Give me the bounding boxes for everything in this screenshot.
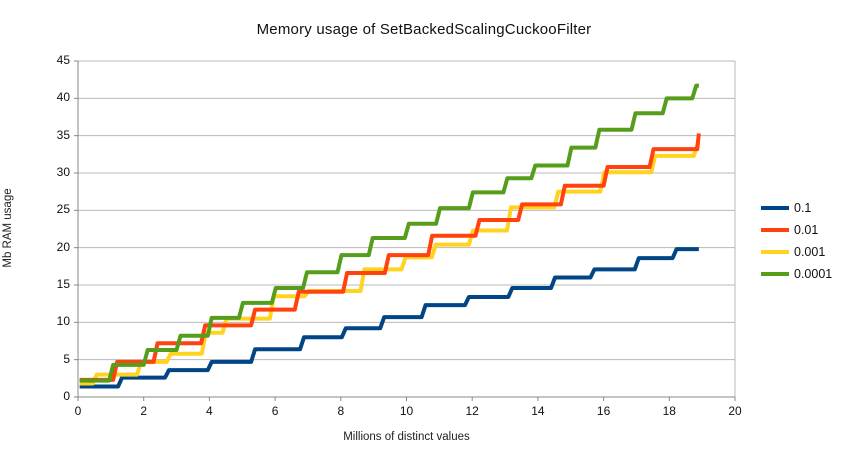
series-line-0.1 xyxy=(79,247,699,389)
series-line-0.01 xyxy=(79,133,701,382)
legend-label: 0.0001 xyxy=(794,267,833,281)
legend-label: 0.01 xyxy=(794,223,819,237)
x-tick-label-6: 6 xyxy=(271,404,279,418)
legend-label: 0.001 xyxy=(794,245,826,259)
y-tick-label-20: 20 xyxy=(56,239,70,254)
y-axis-title: Mb RAM usage xyxy=(2,188,14,268)
y-tick-label-30: 30 xyxy=(56,165,70,179)
series-line-0.0001 xyxy=(79,83,699,383)
legend-swatch-icon xyxy=(761,272,789,276)
legend-swatch-icon xyxy=(761,250,789,254)
x-tick-label-2: 2 xyxy=(140,404,148,418)
x-tick-label-10: 10 xyxy=(399,404,414,418)
x-axis-title: Millions of distinct values xyxy=(343,431,470,443)
legend-item-0.01: 0.01 xyxy=(761,219,832,241)
x-tick-label-18: 18 xyxy=(662,404,676,418)
series-line-0.001 xyxy=(79,141,700,386)
x-tick-label-14: 14 xyxy=(531,404,545,418)
legend-swatch-icon xyxy=(761,228,789,232)
x-tick-label-16: 16 xyxy=(596,404,611,418)
legend-swatch-icon xyxy=(761,206,789,210)
x-tick-label-20: 20 xyxy=(728,404,742,418)
x-tick-label-0: 0 xyxy=(74,404,82,418)
y-tick-label-25: 25 xyxy=(56,202,70,217)
x-tick-label-8: 8 xyxy=(337,404,345,418)
y-tick-label-15: 15 xyxy=(56,277,70,291)
y-tick-label-0: 0 xyxy=(63,389,70,403)
legend-item-0.1: 0.1 xyxy=(761,197,832,219)
legend-item-0.0001: 0.0001 xyxy=(761,263,832,285)
y-tick-label-5: 5 xyxy=(63,351,70,366)
x-tick-label-12: 12 xyxy=(465,404,479,418)
y-tick-label-10: 10 xyxy=(56,314,70,329)
legend: 0.1 0.01 0.001 0.0001 xyxy=(761,197,832,285)
legend-label: 0.1 xyxy=(794,201,812,215)
y-tick-label-45: 45 xyxy=(56,53,70,67)
y-tick-label-35: 35 xyxy=(56,127,70,142)
y-tick-label-40: 40 xyxy=(56,90,70,105)
x-tick-label-4: 4 xyxy=(206,404,213,418)
chart-title: Memory usage of SetBackedScalingCuckooFi… xyxy=(256,21,592,38)
legend-item-0.001: 0.001 xyxy=(761,241,832,263)
